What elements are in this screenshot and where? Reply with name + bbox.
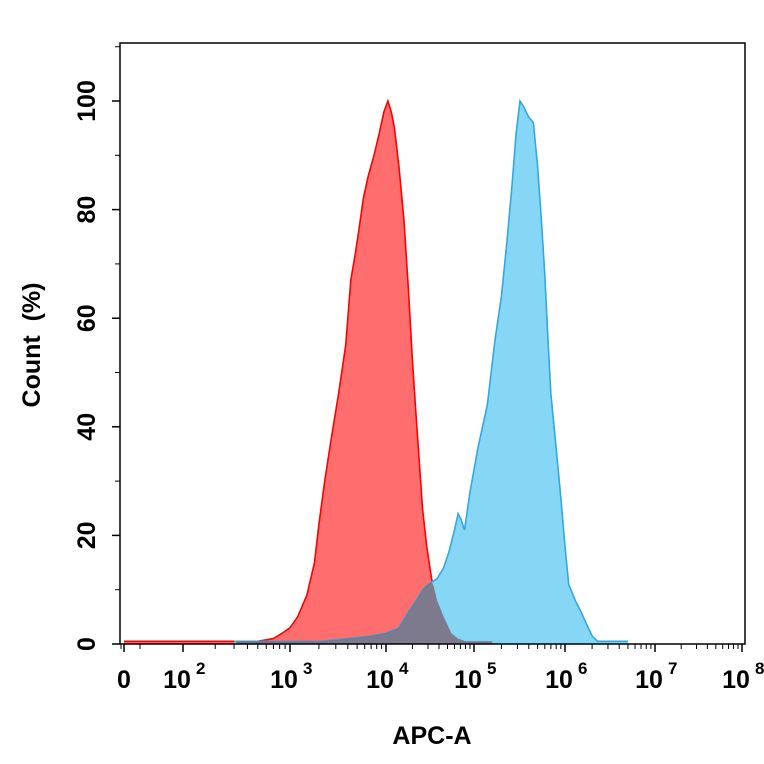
- x-tick-exponent: 8: [755, 659, 764, 678]
- x-tick-exponent: 5: [487, 659, 496, 678]
- x-tick-label: 10: [722, 666, 750, 694]
- x-tick-exponent: 3: [303, 659, 312, 678]
- x-tick-exponent: 4: [399, 659, 409, 678]
- series-layer: [124, 98, 628, 644]
- y-tick-label: 60: [73, 304, 101, 332]
- series-1-area: [124, 101, 502, 644]
- x-tick-exponent: 6: [578, 659, 587, 678]
- x-tick-label: 10: [270, 666, 298, 694]
- x-tick-label: 10: [454, 666, 482, 694]
- y-tick-label: 100: [73, 80, 101, 122]
- y-axis-title: Count (%): [18, 283, 46, 408]
- y-tick-label: 80: [73, 196, 101, 224]
- x-tick-label: 10: [163, 666, 191, 694]
- y-tick-label: 0: [73, 637, 101, 651]
- series-1-line: [124, 98, 502, 643]
- x-axis-title: APC-A: [392, 722, 471, 750]
- y-tick-label: 40: [73, 413, 101, 441]
- series-2-line: [234, 98, 628, 643]
- series-2-area: [234, 101, 628, 644]
- x-tick-exponent: 7: [668, 659, 677, 678]
- x-tick-label: 10: [635, 666, 663, 694]
- x-tick-exponent: 2: [196, 659, 205, 678]
- plot-frame: [119, 42, 746, 645]
- x-tick-label: 10: [545, 666, 573, 694]
- x-tick-label: 10: [366, 666, 394, 694]
- y-tick-label: 20: [73, 521, 101, 549]
- series-overlap-area: [236, 582, 493, 644]
- x-tick-label: 0: [117, 666, 131, 694]
